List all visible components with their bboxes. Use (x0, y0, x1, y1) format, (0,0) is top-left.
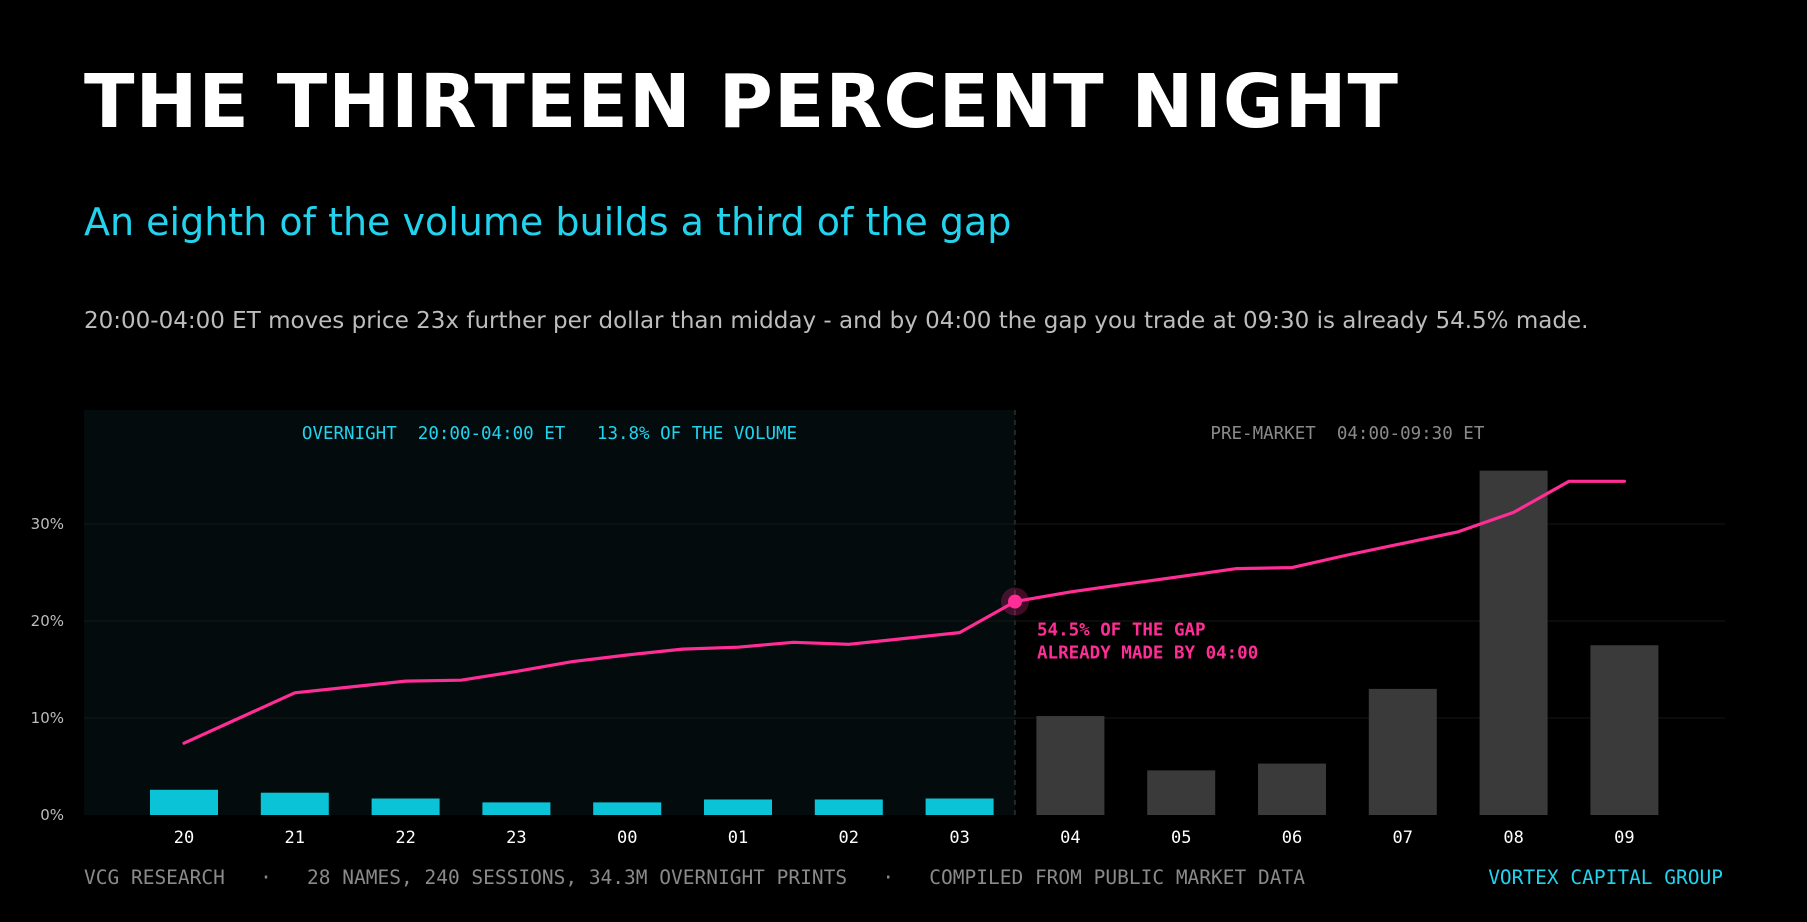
bar-02 (814, 799, 883, 815)
x-tick-label: 08 (1503, 828, 1523, 848)
x-tick-label: 01 (728, 828, 748, 848)
x-tick-label: 22 (395, 828, 415, 848)
x-tick-label: 00 (617, 828, 637, 848)
bar-08 (1479, 470, 1548, 815)
bar-20 (150, 789, 218, 815)
y-tick-label: 30% (31, 515, 64, 533)
y-tick-label: 10% (31, 709, 64, 727)
page-subtitle: An eighth of the volume builds a third o… (84, 200, 1012, 244)
annotation-label: 54.5% OF THE GAP (1037, 621, 1206, 641)
x-tick-label: 02 (839, 828, 859, 848)
page-description: 20:00-04:00 ET moves price 23x further p… (84, 308, 1589, 334)
y-tick-label: 0% (40, 806, 64, 824)
x-tick-label: 21 (285, 828, 305, 848)
bar-01 (704, 799, 772, 815)
bar-23 (482, 802, 551, 815)
y-tick-label: 20% (31, 612, 64, 630)
bar-21 (260, 792, 329, 815)
annotation-label: ALREADY MADE BY 04:00 (1037, 644, 1258, 664)
x-tick-label: 04 (1060, 828, 1080, 848)
page-title: THE THIRTEEN PERCENT NIGHT (84, 59, 1400, 145)
bar-07 (1368, 688, 1437, 815)
annotation-marker (1008, 594, 1022, 609)
footer-brand: VORTEX CAPITAL GROUP (1488, 866, 1723, 889)
overnight-region-background (84, 410, 1015, 815)
bar-04 (1036, 716, 1105, 815)
bar-00 (593, 802, 662, 815)
cumulative-gap-line (182, 479, 1627, 745)
footer-source: VCG RESEARCH · 28 NAMES, 240 SESSIONS, 3… (84, 866, 1305, 889)
x-tick-label: 05 (1171, 828, 1191, 848)
x-tick-label: 06 (1282, 828, 1302, 848)
bar-06 (1258, 763, 1326, 815)
region-label: PRE-MARKET 04:00-09:30 ET (1210, 424, 1484, 444)
bar-03 (925, 798, 994, 815)
x-tick-label: 09 (1614, 828, 1634, 848)
x-tick-label: 23 (506, 828, 526, 848)
x-tick-label: 20 (174, 828, 194, 848)
x-tick-label: 03 (949, 828, 969, 848)
region-label: OVERNIGHT 20:00-04:00 ET 13.8% OF THE VO… (302, 424, 797, 444)
x-tick-label: 07 (1393, 828, 1413, 848)
bar-22 (371, 798, 440, 815)
bar-05 (1147, 770, 1216, 815)
bar-09 (1590, 645, 1659, 815)
